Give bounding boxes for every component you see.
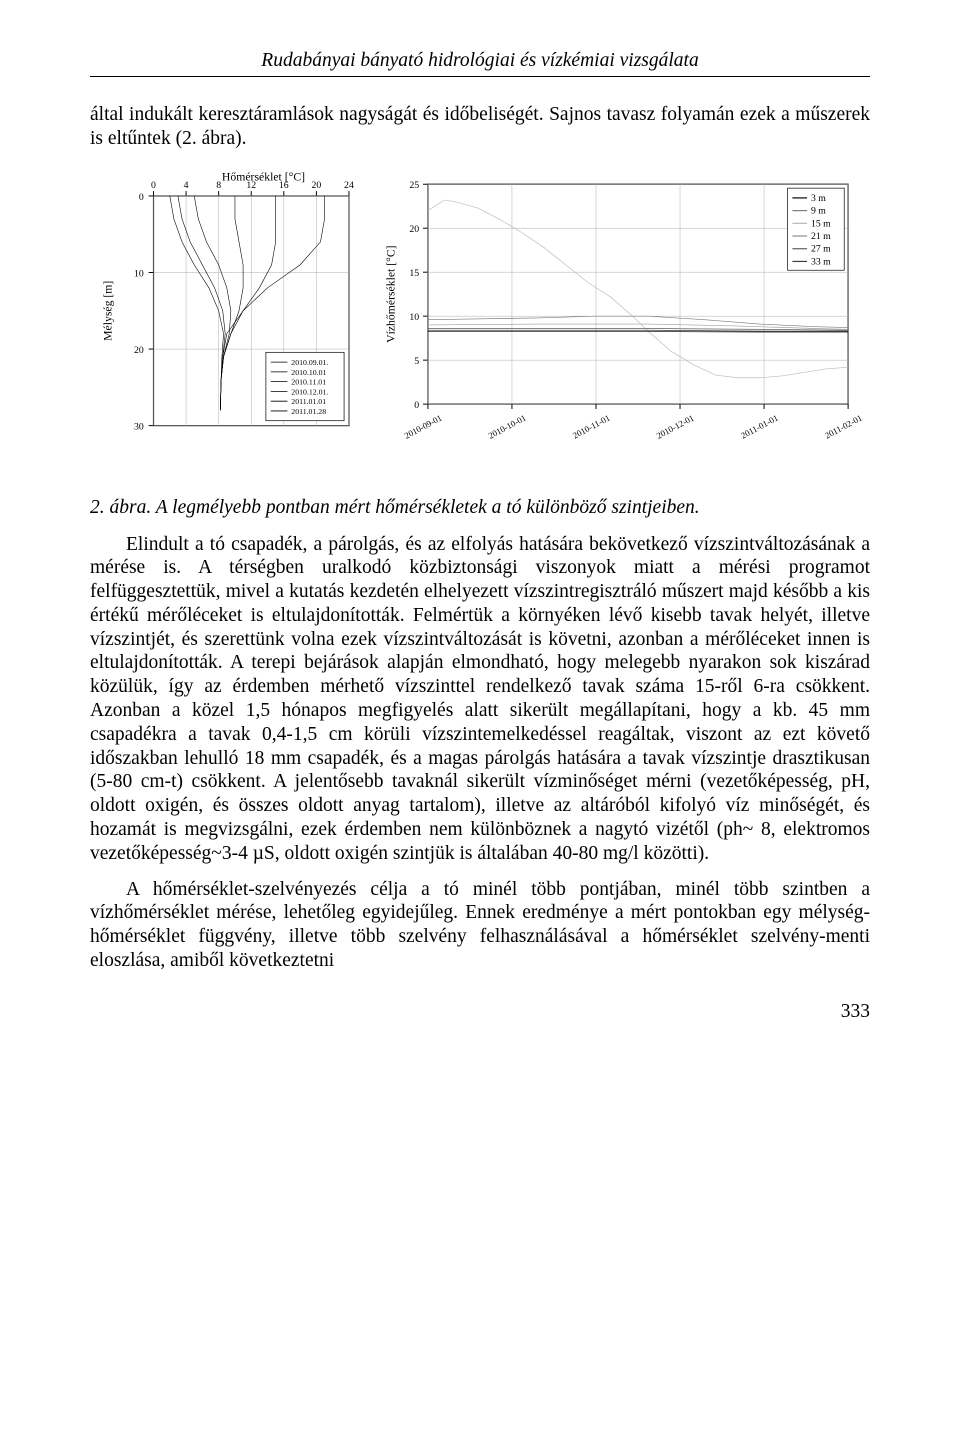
running-header: Rudabányai bányató hidrológiai és vízkém…	[90, 50, 870, 72]
figure-2-caption-label: 2. ábra.	[90, 497, 151, 518]
svg-text:20: 20	[312, 180, 322, 191]
svg-text:2010-10-01: 2010-10-01	[487, 412, 528, 440]
svg-text:Mélység [m]: Mélység [m]	[101, 280, 114, 340]
svg-text:2010.09.01.: 2010.09.01.	[291, 358, 328, 367]
svg-text:5: 5	[415, 356, 420, 367]
svg-text:20: 20	[134, 345, 144, 356]
svg-text:33 m: 33 m	[811, 256, 831, 267]
svg-text:2011.01.28: 2011.01.28	[291, 406, 326, 415]
svg-text:21 m: 21 m	[811, 231, 831, 242]
svg-text:2010.10.01: 2010.10.01	[291, 367, 326, 376]
figure-2-left-chart: Hőmérséklet [°C] 0 4 8 12 16 20 24 0 10 20 30 Mélysé…	[90, 163, 373, 483]
svg-text:0: 0	[139, 191, 144, 202]
svg-text:15: 15	[410, 268, 420, 279]
svg-text:2010-09-01: 2010-09-01	[403, 412, 444, 440]
svg-text:2011.01.01: 2011.01.01	[291, 397, 326, 406]
svg-text:8: 8	[216, 180, 221, 191]
figure-2-right-chart: 0 5 10 15 20 25 2010-09-01 2010-10-01 2010-11-01…	[381, 163, 870, 483]
svg-text:10: 10	[410, 312, 420, 323]
intro-paragraph: által indukált keresztáramlások nagyságá…	[90, 103, 870, 151]
svg-text:10: 10	[134, 268, 144, 279]
svg-text:15 m: 15 m	[811, 218, 831, 229]
svg-text:12: 12	[246, 180, 256, 191]
svg-text:9 m: 9 m	[811, 205, 826, 216]
svg-text:0: 0	[415, 400, 420, 411]
figure-2-caption-text: A legmélyebb pontban mért hőmérsékletek …	[151, 497, 699, 518]
svg-text:Hőmérséklet [°C]: Hőmérséklet [°C]	[222, 170, 305, 183]
svg-text:2010.11.01: 2010.11.01	[291, 377, 326, 386]
svg-text:4: 4	[184, 180, 189, 191]
svg-text:2011-02-01: 2011-02-01	[824, 412, 865, 440]
svg-text:Vízhőmérséklet [°C]: Vízhőmérséklet [°C]	[385, 245, 398, 343]
page-number: 333	[90, 1001, 870, 1023]
svg-text:2010-12-01: 2010-12-01	[655, 412, 696, 440]
svg-text:2011-01-01: 2011-01-01	[739, 412, 780, 440]
svg-text:0: 0	[151, 180, 156, 191]
figure-2-caption: 2. ábra. A legmélyebb pontban mért hőmér…	[90, 497, 870, 519]
svg-text:2010-11-01: 2010-11-01	[571, 412, 612, 440]
header-rule	[90, 76, 870, 77]
svg-text:20: 20	[410, 224, 420, 235]
svg-text:16: 16	[279, 180, 289, 191]
svg-text:2010.12.01.: 2010.12.01.	[291, 387, 328, 396]
body-paragraph-2: A hőmérséklet-szelvényezés célja a tó mi…	[90, 878, 870, 973]
svg-text:30: 30	[134, 421, 144, 432]
svg-text:3 m: 3 m	[811, 192, 826, 203]
svg-text:24: 24	[344, 180, 354, 191]
body-paragraph-1: Elindult a tó csapadék, a párolgás, és a…	[90, 533, 870, 866]
svg-text:27 m: 27 m	[811, 243, 831, 254]
svg-text:25: 25	[410, 180, 420, 191]
figure-2: Hőmérséklet [°C] 0 4 8 12 16 20 24 0 10 20 30 Mélysé…	[90, 163, 870, 483]
